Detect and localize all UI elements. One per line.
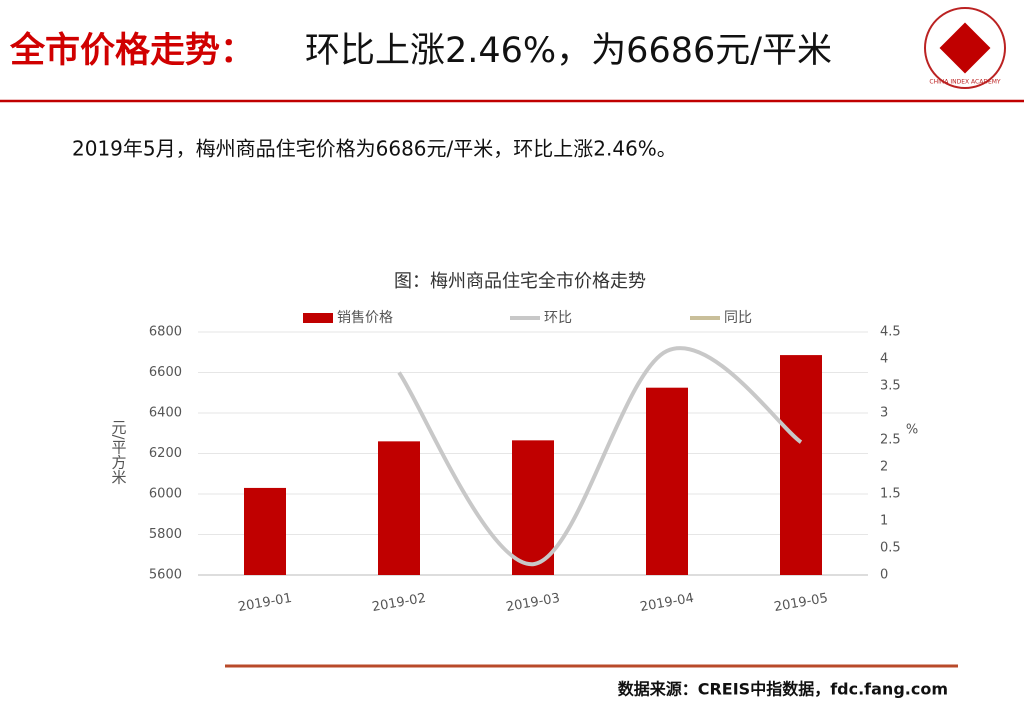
logo-ring (924, 7, 1006, 89)
source: 数据来源：CREIS中指数据，fdc.fang.com (618, 680, 948, 699)
x-tick-label: 2019-03 (505, 591, 561, 615)
legend-swatch (303, 313, 333, 323)
summary: 2019年5月，梅州商品住宅价格为6686元/平米，环比上涨2.46%。 (72, 137, 677, 161)
logo-diamond (939, 22, 991, 74)
title-rest: 环比上涨2.46%，为6686元/平米 (305, 31, 832, 71)
logo-text: CHINA INDEX ACADEMY (929, 79, 1001, 86)
logo: CHINA INDEX ACADEMY (924, 7, 1006, 89)
legend-label: 销售价格 (337, 310, 393, 326)
title-red: 全市价格走势： (9, 30, 255, 71)
y2-tick-label: 3 (880, 406, 888, 421)
x-tick-label: 2019-04 (639, 591, 695, 615)
y-tick-label: 6000 (149, 487, 182, 502)
y2-tick-label: 4 (880, 352, 888, 367)
y2-tick-label: 0.5 (880, 541, 901, 556)
bar (378, 441, 420, 575)
bar (646, 387, 688, 575)
chart-title: 图：梅州商品住宅全市价格走势 (394, 271, 646, 292)
legend-label: 环比 (544, 310, 572, 326)
y-tick-label: 5800 (149, 527, 182, 542)
bar (244, 487, 286, 575)
x-tick-label: 2019-05 (773, 591, 829, 615)
y2-tick-label: 2 (880, 460, 888, 475)
y2-tick-label: 1 (880, 514, 888, 529)
bar (512, 440, 554, 575)
bar (780, 355, 822, 575)
y2-tick-label: 1.5 (880, 487, 901, 502)
y2-tick-label: 4.5 (880, 325, 901, 340)
y2-tick-label: 2.5 (880, 433, 901, 448)
y2-tick-label: 0 (880, 568, 888, 583)
y-tick-label: 6200 (149, 446, 182, 461)
x-tick-label: 2019-01 (237, 591, 293, 615)
y-axis-label: 元/平方米 (110, 419, 128, 484)
y2-tick-label: 3.5 (880, 379, 901, 394)
x-tick-label: 2019-02 (371, 591, 427, 615)
y-tick-label: 6400 (149, 406, 182, 421)
line (397, 346, 803, 567)
legend-label: 同比 (724, 310, 752, 326)
y-tick-label: 6800 (149, 325, 182, 340)
y-tick-label: 6600 (149, 365, 182, 380)
y2-axis-label: % (906, 423, 918, 438)
y-tick-label: 5600 (149, 568, 182, 583)
